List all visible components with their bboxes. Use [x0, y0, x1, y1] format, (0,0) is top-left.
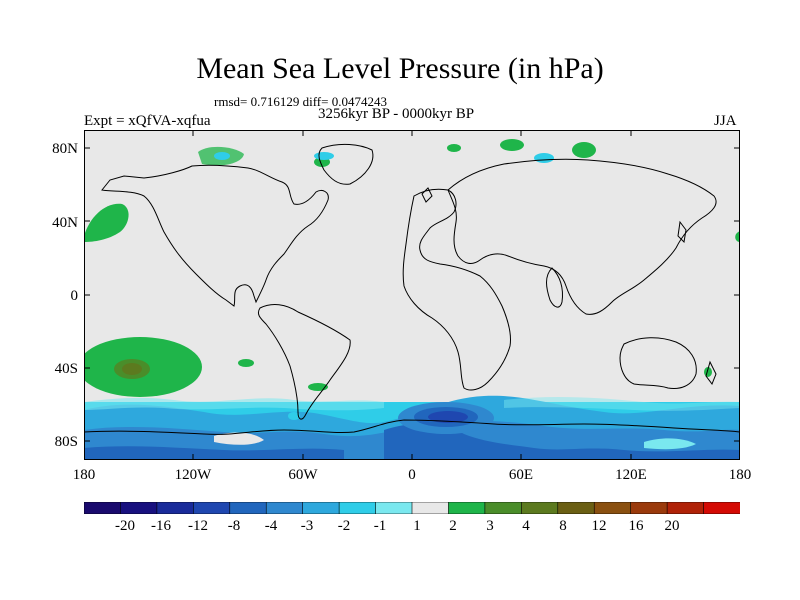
antarctica-coast — [84, 419, 740, 435]
x-tick-0: 0 — [408, 467, 416, 483]
colorbar-label: -20 — [115, 518, 135, 534]
chart-title: Mean Sea Level Pressure (in hPa) — [196, 52, 604, 85]
north-america-coast — [101, 164, 329, 307]
colorbar-label: -12 — [188, 518, 208, 534]
colorbar-swatch — [630, 502, 668, 514]
colorbar-swatch — [521, 502, 559, 514]
colorbar-label: 8 — [559, 518, 567, 534]
y-tick-80s: 80S — [54, 434, 78, 450]
colorbar-swatch — [703, 502, 740, 514]
south-america-coast — [257, 304, 351, 420]
stats-label: rmsd= 0.716129 diff= 0.0474243 — [214, 94, 387, 109]
y-tick-0: 0 — [70, 288, 79, 304]
australia-coast — [619, 337, 697, 389]
uk-coast — [421, 187, 433, 203]
y-tick-40s: 40S — [54, 361, 78, 377]
colorbar-swatch — [120, 502, 158, 514]
colorbar-label: 1 — [413, 518, 421, 534]
southern-ocean-anomaly — [84, 395, 740, 460]
europe-africa-coast — [402, 188, 511, 391]
colorbar-swatch — [557, 502, 596, 514]
y-tick-40n: 40N — [52, 215, 78, 231]
new-zealand-coast — [705, 360, 717, 386]
colorbar-label: -1 — [373, 518, 387, 534]
x-tick-60e: 60E — [508, 467, 534, 483]
colorbar-label: 16 — [628, 518, 644, 534]
colorbar-label: 12 — [591, 518, 607, 534]
experiment-label: Expt = xQfVA-xqfua — [84, 113, 211, 129]
colorbar-swatch — [84, 502, 122, 514]
period-label: 3256kyr BP - 0000kyr BP — [318, 106, 475, 122]
greenland-coast — [318, 143, 374, 185]
x-tick-180e: 180 — [728, 467, 752, 483]
colorbar-swatch — [338, 502, 377, 514]
positive-anomaly-regions — [84, 139, 740, 397]
colorbar-label: -4 — [264, 518, 278, 534]
colorbar-label: 20 — [664, 518, 680, 534]
x-tick-60w: 60W — [288, 467, 318, 483]
colorbar-swatch — [593, 502, 632, 514]
pressure-map — [84, 130, 740, 460]
colorbar — [84, 502, 740, 514]
colorbar-swatch — [375, 502, 413, 514]
colorbar-swatch — [302, 502, 340, 514]
colorbar-swatch — [448, 502, 486, 514]
colorbar-label: -16 — [151, 518, 171, 534]
colorbar-label: 4 — [522, 518, 530, 534]
axis-ticks — [84, 130, 740, 460]
japan-coast — [677, 220, 687, 244]
colorbar-swatch — [156, 502, 195, 514]
asia-coast — [447, 158, 717, 315]
colorbar-label: -8 — [227, 518, 241, 534]
colorbar-swatch — [666, 502, 705, 514]
x-tick-180w: 180 — [72, 467, 96, 483]
colorbar-label: 2 — [449, 518, 457, 534]
colorbar-swatch — [411, 502, 450, 514]
colorbar-swatch — [484, 502, 523, 514]
colorbar-swatch — [229, 502, 268, 514]
x-tick-120e: 120E — [615, 467, 647, 483]
india-coast — [546, 267, 563, 308]
colorbar-label: -2 — [337, 518, 351, 534]
colorbar-swatch — [193, 502, 231, 514]
colorbar-swatch — [265, 502, 304, 514]
x-tick-120w: 120W — [174, 467, 212, 483]
colorbar-label: 3 — [486, 518, 494, 534]
season-label: JJA — [714, 113, 737, 129]
colorbar-label: -3 — [300, 518, 314, 534]
coastlines — [84, 143, 740, 435]
y-tick-80n: 80N — [52, 141, 78, 157]
